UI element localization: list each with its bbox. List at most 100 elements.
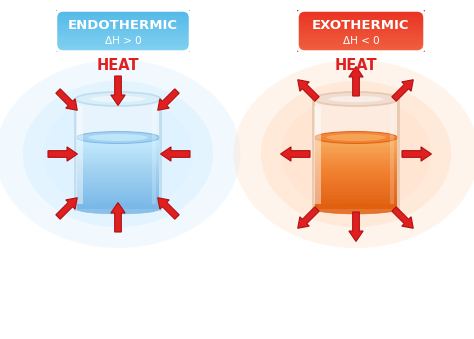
Bar bbox=[55, 18, 191, 20]
Bar bbox=[315, 194, 398, 197]
Bar bbox=[315, 190, 398, 192]
Bar bbox=[55, 22, 191, 25]
Bar bbox=[76, 165, 159, 168]
Bar bbox=[55, 45, 191, 48]
Bar bbox=[297, 24, 425, 27]
Ellipse shape bbox=[315, 132, 398, 143]
Bar bbox=[315, 154, 398, 157]
Bar bbox=[76, 158, 159, 161]
Bar bbox=[55, 39, 191, 41]
Bar bbox=[55, 33, 191, 35]
Bar bbox=[76, 192, 159, 195]
Bar bbox=[76, 106, 83, 204]
Ellipse shape bbox=[76, 132, 159, 143]
Polygon shape bbox=[349, 66, 363, 96]
Ellipse shape bbox=[328, 96, 383, 102]
Bar bbox=[76, 204, 159, 206]
Bar bbox=[76, 161, 159, 164]
Text: ΔH > 0: ΔH > 0 bbox=[105, 37, 141, 46]
Bar bbox=[315, 199, 398, 202]
Bar bbox=[55, 14, 191, 16]
Bar bbox=[76, 149, 159, 152]
Bar bbox=[76, 171, 159, 173]
Bar bbox=[297, 33, 425, 35]
Polygon shape bbox=[392, 80, 413, 101]
Polygon shape bbox=[349, 212, 363, 241]
Ellipse shape bbox=[91, 96, 146, 102]
Bar bbox=[55, 26, 191, 29]
Bar bbox=[315, 180, 398, 183]
Bar bbox=[55, 31, 191, 33]
Bar bbox=[315, 144, 398, 147]
Text: ENDOTHERMIC: ENDOTHERMIC bbox=[68, 19, 178, 32]
Bar bbox=[297, 35, 425, 37]
Bar bbox=[76, 139, 159, 142]
Bar bbox=[315, 163, 398, 166]
Polygon shape bbox=[298, 80, 319, 101]
Bar bbox=[297, 39, 425, 41]
Bar bbox=[75, 99, 161, 209]
Bar bbox=[55, 35, 191, 37]
Ellipse shape bbox=[75, 92, 161, 106]
Bar bbox=[76, 180, 159, 183]
Bar bbox=[297, 26, 425, 29]
Ellipse shape bbox=[261, 81, 451, 227]
Bar bbox=[315, 151, 398, 154]
Ellipse shape bbox=[281, 97, 431, 212]
Ellipse shape bbox=[313, 92, 399, 106]
Bar bbox=[153, 106, 156, 204]
Polygon shape bbox=[158, 89, 179, 110]
Bar bbox=[315, 149, 398, 152]
Bar bbox=[315, 161, 398, 164]
Bar bbox=[297, 45, 425, 48]
Bar bbox=[297, 47, 425, 50]
Bar bbox=[55, 43, 191, 46]
Text: EXOTHERMIC: EXOTHERMIC bbox=[312, 19, 410, 32]
Bar bbox=[76, 156, 159, 159]
Bar bbox=[55, 47, 191, 50]
Bar bbox=[315, 146, 398, 149]
Bar bbox=[315, 139, 398, 142]
Bar bbox=[55, 20, 191, 23]
Bar bbox=[76, 185, 159, 187]
Bar bbox=[315, 137, 398, 140]
Ellipse shape bbox=[43, 97, 193, 212]
Bar bbox=[315, 187, 398, 190]
Ellipse shape bbox=[326, 134, 386, 141]
Ellipse shape bbox=[88, 134, 148, 141]
Text: HEAT: HEAT bbox=[335, 58, 377, 73]
Bar bbox=[315, 182, 398, 185]
Text: HEAT: HEAT bbox=[97, 58, 139, 73]
Bar bbox=[297, 43, 425, 46]
Polygon shape bbox=[111, 202, 125, 232]
Polygon shape bbox=[392, 207, 413, 228]
Bar bbox=[297, 49, 425, 52]
Polygon shape bbox=[161, 147, 190, 161]
Bar bbox=[315, 204, 398, 206]
Ellipse shape bbox=[0, 60, 240, 248]
Bar bbox=[315, 178, 398, 180]
Bar bbox=[76, 175, 159, 178]
Bar bbox=[297, 14, 425, 16]
Bar bbox=[315, 165, 398, 168]
Bar bbox=[315, 158, 398, 161]
Polygon shape bbox=[298, 207, 319, 228]
Bar bbox=[55, 24, 191, 27]
Bar bbox=[297, 41, 425, 44]
Bar bbox=[76, 163, 159, 166]
Bar bbox=[55, 16, 191, 18]
Bar bbox=[297, 20, 425, 23]
Text: ΔH < 0: ΔH < 0 bbox=[343, 37, 379, 46]
Bar bbox=[315, 206, 398, 209]
Bar bbox=[315, 185, 398, 187]
Polygon shape bbox=[48, 147, 77, 161]
Bar bbox=[315, 142, 398, 145]
Bar bbox=[297, 28, 425, 31]
Bar bbox=[76, 144, 159, 147]
Bar bbox=[55, 28, 191, 31]
Bar bbox=[315, 156, 398, 159]
Bar bbox=[76, 178, 159, 180]
Bar bbox=[76, 168, 159, 171]
Bar bbox=[315, 106, 321, 204]
Polygon shape bbox=[158, 198, 179, 219]
